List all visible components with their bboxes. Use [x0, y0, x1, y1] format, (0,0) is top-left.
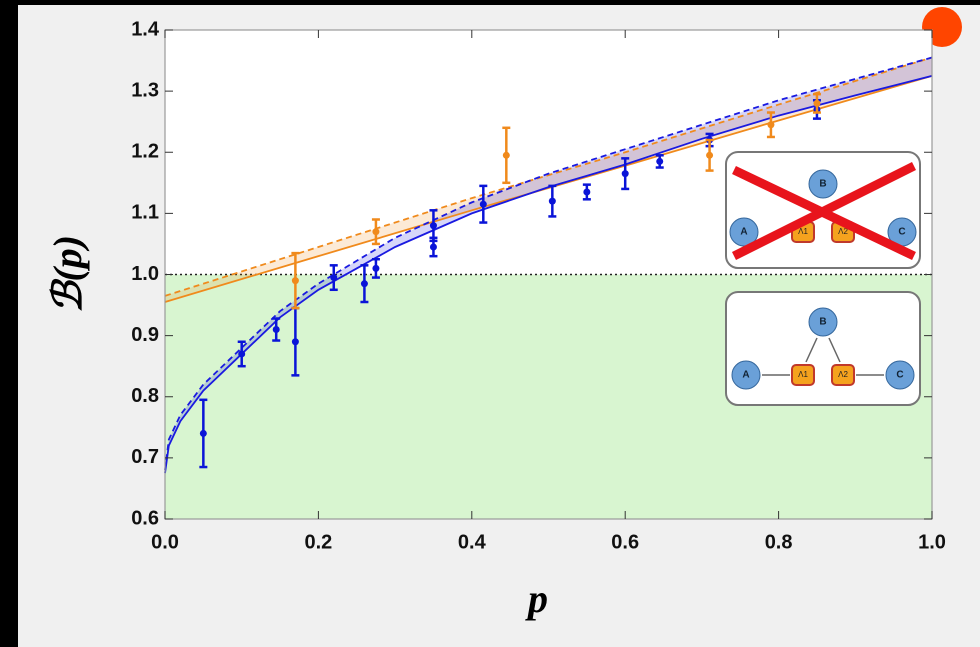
point — [291, 277, 299, 285]
point — [479, 200, 487, 208]
source-label: Λ2 — [838, 370, 848, 379]
x-tick-label: 0.6 — [611, 531, 639, 553]
x-tick-label: 0.4 — [458, 531, 487, 553]
point — [502, 151, 510, 159]
x-tick-label: 0.0 — [151, 531, 179, 553]
point — [372, 264, 380, 272]
node-label: B — [819, 179, 826, 190]
point — [360, 280, 368, 288]
inset-allowed: B A C Λ1 Λ2 — [725, 291, 921, 406]
node-label: C — [898, 227, 905, 238]
inset-forbidden: B A C Λ1 Λ2 — [725, 151, 921, 269]
point — [429, 243, 437, 251]
point — [272, 326, 280, 334]
node-label: B — [819, 317, 826, 328]
arrows — [762, 337, 884, 376]
source-label: Λ1 — [798, 370, 808, 379]
source — [791, 364, 815, 386]
curve — [164, 56, 933, 471]
node — [808, 169, 838, 199]
y-tick-label: 0.6 — [131, 507, 159, 529]
x-axis-label: p — [525, 576, 548, 621]
point — [372, 228, 380, 236]
point — [656, 157, 664, 165]
x-tick-label: 0.8 — [765, 531, 793, 553]
y-tick-label: 1.3 — [131, 79, 159, 101]
x-tick-label: 1.0 — [918, 531, 946, 553]
node-label: A — [740, 227, 747, 238]
y-tick-label: 0.7 — [131, 446, 159, 468]
x-tick-label: 0.2 — [304, 531, 332, 553]
source — [831, 364, 855, 386]
point — [330, 274, 338, 282]
source-label: Λ1 — [798, 227, 808, 236]
point — [706, 151, 714, 159]
point — [621, 170, 629, 178]
point — [583, 188, 591, 196]
band — [165, 57, 932, 303]
insets: B A C Λ1 Λ2 B A C Λ1 Λ2 — [725, 151, 921, 406]
node — [885, 360, 915, 390]
y-tick-label: 1.4 — [131, 18, 160, 40]
y-tick-label: 0.8 — [131, 385, 159, 407]
point — [548, 197, 556, 205]
point — [429, 222, 437, 230]
point — [199, 429, 207, 437]
point — [813, 99, 821, 107]
y-tick-label: 0.9 — [131, 324, 159, 346]
y-axis-label: ℬ(p) — [45, 235, 90, 313]
curve — [164, 56, 933, 297]
node-label: A — [742, 370, 749, 381]
node — [808, 307, 838, 337]
node-label: C — [896, 370, 903, 381]
curve — [164, 74, 933, 474]
y-tick-label: 1.1 — [131, 202, 159, 224]
plot: 0.0 0.2 0.4 0.6 0.8 1.0 0.6 0.7 0.8 0.9 1.0 1.1 1.2 1… — [131, 18, 946, 553]
y-tick-label: 1.2 — [131, 141, 159, 163]
point — [767, 121, 775, 129]
point — [291, 338, 299, 346]
cross — [731, 161, 917, 261]
y-tick-label: 1.0 — [131, 263, 159, 285]
node — [731, 360, 761, 390]
source-label: Λ2 — [838, 227, 848, 236]
inset-box — [725, 291, 921, 406]
point — [238, 350, 246, 358]
